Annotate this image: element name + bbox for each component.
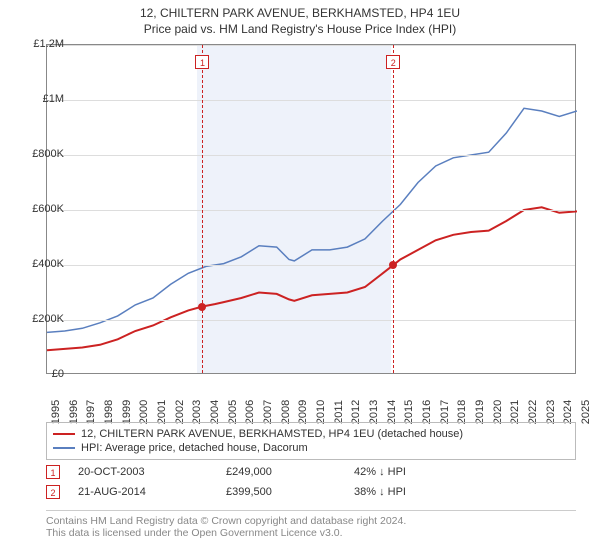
footer: Contains HM Land Registry data © Crown c… [46,510,576,539]
legend-swatch [53,447,75,449]
x-tick-label: 2015 [403,400,415,424]
x-tick-label: 2023 [545,400,557,424]
marker-box: 1 [195,55,209,69]
legend-label: HPI: Average price, detached house, Daco… [81,442,308,454]
x-tick-label: 2009 [297,400,309,424]
footer-line: This data is licensed under the Open Gov… [46,527,576,539]
x-tick-label: 2008 [280,400,292,424]
marker-table: 1 20-OCT-2003 £249,000 42% ↓ HPI 2 21-AU… [46,462,576,502]
marker-badge: 2 [46,485,60,499]
marker-badge: 1 [46,465,60,479]
marker-line [393,45,394,373]
x-tick-label: 2018 [456,400,468,424]
sale-dot [389,261,397,269]
x-tick-label: 1996 [68,400,80,424]
x-tick-label: 2004 [209,400,221,424]
sale-dot [198,303,206,311]
x-tick-label: 2016 [421,400,433,424]
y-tick-label: £1.2M [20,38,64,50]
legend-item: 12, CHILTERN PARK AVENUE, BERKHAMSTED, H… [53,427,569,441]
gridline [47,265,575,266]
x-tick-label: 2001 [156,400,168,424]
x-tick-label: 2014 [386,400,398,424]
marker-pct: 42% ↓ HPI [354,466,464,478]
x-tick-label: 2011 [333,400,345,424]
y-tick-label: £600K [20,203,64,215]
x-tick-label: 2010 [315,400,327,424]
x-tick-label: 2019 [474,400,486,424]
x-tick-label: 1998 [103,400,115,424]
marker-box: 2 [386,55,400,69]
x-tick-label: 2006 [244,400,256,424]
x-tick-label: 2003 [191,400,203,424]
x-tick-label: 2007 [262,400,274,424]
marker-line [202,45,203,373]
y-tick-label: £800K [20,148,64,160]
marker-price: £399,500 [226,486,336,498]
x-tick-label: 2012 [350,400,362,424]
x-tick-label: 2024 [562,400,574,424]
series-line-price_paid [47,207,577,350]
gridline [47,210,575,211]
gridline [47,100,575,101]
table-row: 1 20-OCT-2003 £249,000 42% ↓ HPI [46,462,576,482]
legend: 12, CHILTERN PARK AVENUE, BERKHAMSTED, H… [46,422,576,460]
x-tick-label: 1995 [50,400,62,424]
chart-container: 12, CHILTERN PARK AVENUE, BERKHAMSTED, H… [0,0,600,560]
x-tick-label: 2020 [492,400,504,424]
marker-price: £249,000 [226,466,336,478]
x-tick-label: 2021 [509,400,521,424]
y-tick-label: £400K [20,258,64,270]
x-tick-label: 1999 [121,400,133,424]
x-axis-labels: 1995199619971998199920002001200220032004… [46,378,576,418]
series-line-hpi [47,108,577,332]
legend-item: HPI: Average price, detached house, Daco… [53,441,569,455]
chart-subtitle: Price paid vs. HM Land Registry's House … [0,20,600,40]
chart-title: 12, CHILTERN PARK AVENUE, BERKHAMSTED, H… [0,0,600,20]
y-tick-label: £200K [20,313,64,325]
x-tick-label: 2017 [439,400,451,424]
y-tick-label: £1M [20,93,64,105]
marker-pct: 38% ↓ HPI [354,486,464,498]
gridline [47,45,575,46]
legend-swatch [53,433,75,435]
footer-line: Contains HM Land Registry data © Crown c… [46,515,576,527]
table-row: 2 21-AUG-2014 £399,500 38% ↓ HPI [46,482,576,502]
marker-date: 20-OCT-2003 [78,466,208,478]
gridline [47,155,575,156]
x-tick-label: 2005 [227,400,239,424]
x-tick-label: 2000 [138,400,150,424]
plot-area: 12 [46,44,576,374]
x-tick-label: 2025 [580,400,592,424]
marker-date: 21-AUG-2014 [78,486,208,498]
gridline [47,320,575,321]
legend-label: 12, CHILTERN PARK AVENUE, BERKHAMSTED, H… [81,428,463,440]
x-tick-label: 1997 [85,400,97,424]
x-tick-label: 2022 [527,400,539,424]
x-tick-label: 2013 [368,400,380,424]
x-tick-label: 2002 [174,400,186,424]
